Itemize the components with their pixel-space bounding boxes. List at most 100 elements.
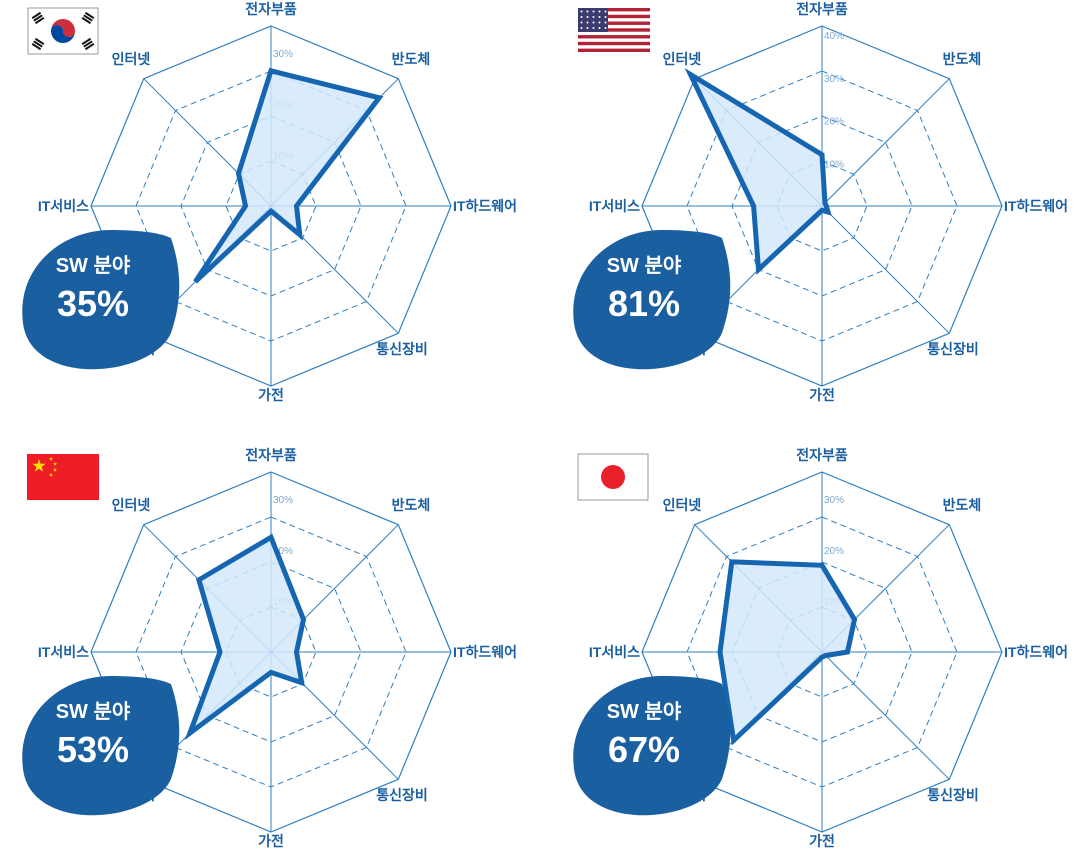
trigram-bar <box>33 40 43 48</box>
axis-label: 통신장비 <box>376 787 428 803</box>
series-polygon <box>684 67 832 275</box>
tick-label: 30% <box>273 495 293 506</box>
axis-label: IT서비스 <box>589 198 640 214</box>
grid-ring <box>225 606 317 698</box>
small-star <box>52 461 58 466</box>
sw-share-badge: SW 분야 81% <box>573 230 731 370</box>
trigram-bar <box>81 16 92 25</box>
grid-ring <box>776 606 868 698</box>
tick-label: 30% <box>273 49 293 60</box>
small-star <box>48 472 54 477</box>
sw-share-badge: SW 분야 53% <box>22 676 180 816</box>
stripe <box>578 8 650 12</box>
axis-label: 반도체 <box>943 51 982 67</box>
sw-share-badge: SW 분야 35% <box>22 230 180 370</box>
series-polygon <box>184 533 307 741</box>
tick-label: 20% <box>824 546 844 557</box>
trigram-2 <box>31 37 45 51</box>
radar-chart-china: 10%20%30%전자부품반도체IT하드웨어통신장비가전소프트웨어IT서비스인터… <box>22 447 517 849</box>
taegeuk-blue <box>51 25 75 43</box>
axis-label: 가전 <box>258 387 284 403</box>
series-polygon <box>717 559 858 746</box>
star <box>580 10 583 13</box>
star <box>586 16 589 18</box>
badge-title: SW 분야 <box>56 254 131 277</box>
trigram-bar <box>81 37 92 46</box>
star <box>598 27 601 29</box>
axis-label: 통신장비 <box>927 787 979 803</box>
axis-label: 전자부품 <box>245 447 297 463</box>
tick-label: 10% <box>824 159 844 170</box>
trigram-0 <box>31 11 45 25</box>
radar-chart-south-korea: 10%20%30%전자부품반도체IT하드웨어통신장비가전소프트웨어IT서비스인터… <box>22 1 517 403</box>
spoke <box>821 651 950 780</box>
trigram-bar <box>31 42 42 51</box>
star <box>598 21 601 24</box>
star <box>580 21 583 24</box>
star <box>580 27 583 29</box>
star <box>592 10 595 13</box>
trigram-bar <box>31 11 42 20</box>
axis-label: 가전 <box>809 387 835 403</box>
axis-label: 반도체 <box>392 497 431 513</box>
axis-label: IT서비스 <box>38 644 89 660</box>
axis-label: 인터넷 <box>112 51 151 67</box>
small-star <box>48 456 54 461</box>
south-korea-flag <box>27 7 99 55</box>
radar-chart-japan: 10%20%30%전자부품반도체IT하드웨어통신장비가전소프트웨어IT서비스인터… <box>573 447 1068 849</box>
stripe <box>578 14 650 19</box>
axis-label: IT하드웨어 <box>1004 198 1068 214</box>
small-star <box>52 467 58 472</box>
axis-label: 인터넷 <box>663 51 702 67</box>
usa-flag <box>578 8 650 52</box>
taegeuk-red <box>51 19 75 37</box>
radar-chart-usa: 10%20%30%40%전자부품반도체IT하드웨어통신장비가전소프트웨어IT서비… <box>573 1 1068 403</box>
star <box>604 16 607 18</box>
star <box>598 16 601 18</box>
trigram-bar <box>34 16 45 25</box>
trigram-bar <box>83 40 93 48</box>
stripe <box>578 28 650 32</box>
stripe <box>578 35 650 39</box>
axis-label: 가전 <box>809 833 835 849</box>
flag-background <box>27 7 99 55</box>
badge-value: 81% <box>608 283 680 324</box>
trigram-1 <box>81 11 95 25</box>
star <box>604 21 607 24</box>
badge-title: SW 분야 <box>607 254 682 277</box>
spoke <box>821 205 950 334</box>
series-polygon <box>193 67 384 284</box>
axis-label: 통신장비 <box>927 341 979 357</box>
badge-value: 35% <box>57 283 129 324</box>
large-star <box>32 459 46 472</box>
axis-label: IT서비스 <box>589 644 640 660</box>
trigram-bar <box>83 14 93 22</box>
axis-label: IT하드웨어 <box>453 644 517 660</box>
badge-shape <box>22 230 180 370</box>
star <box>592 21 595 24</box>
axis-label: 통신장비 <box>376 341 428 357</box>
china-flag <box>27 454 99 500</box>
star <box>586 21 589 24</box>
badge-shape <box>573 230 731 370</box>
badge-value: 67% <box>608 729 680 770</box>
tick-label: 30% <box>824 495 844 506</box>
badge-value: 53% <box>57 729 129 770</box>
tick-label: 40% <box>824 31 844 42</box>
axis-label: 반도체 <box>392 51 431 67</box>
badge-title: SW 분야 <box>56 700 131 723</box>
axis-label: 전자부품 <box>796 1 848 17</box>
tick-label: 30% <box>824 74 844 85</box>
star <box>592 16 595 18</box>
stripe <box>578 48 650 52</box>
trigram-bar <box>84 42 95 51</box>
tick-label: 20% <box>273 546 293 557</box>
stripe <box>578 41 650 46</box>
badge-title: SW 분야 <box>607 700 682 723</box>
star <box>586 10 589 13</box>
japan-flag <box>577 453 649 501</box>
axis-label: IT하드웨어 <box>453 198 517 214</box>
axis-label: IT서비스 <box>38 198 89 214</box>
star <box>598 10 601 13</box>
star <box>580 16 583 18</box>
